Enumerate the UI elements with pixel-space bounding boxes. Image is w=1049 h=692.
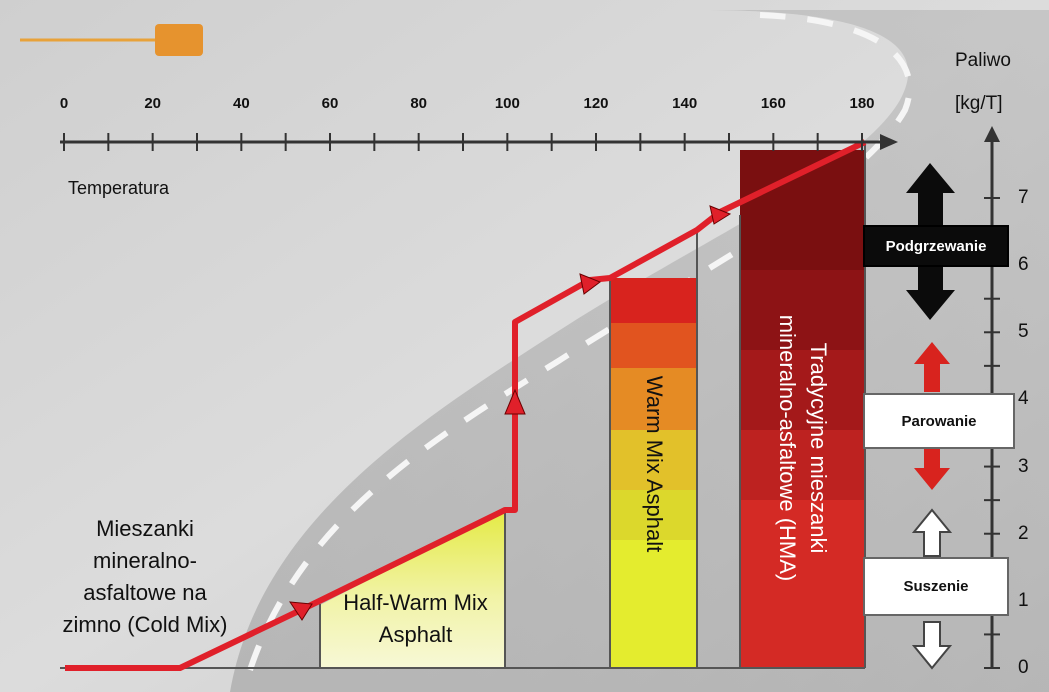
temperature-tick-label: 40: [232, 95, 250, 112]
hma-label: Tradycyjne mieszanki mineralno-asfaltowe…: [775, 314, 831, 582]
temperature-axis: [60, 133, 898, 151]
fuel-tick-label: 2: [1018, 522, 1029, 544]
fuel-tick-label: 3: [1018, 455, 1029, 477]
hma-column: [739, 145, 866, 668]
temperature-tick-label: 60: [321, 95, 339, 112]
temperature-tick-label: 100: [494, 95, 520, 112]
curve-arrow: [579, 273, 602, 295]
fuel-tick-label: 4: [1018, 388, 1029, 410]
temperature-tick-label: 0: [59, 95, 69, 112]
temperature-tick-label: 140: [672, 95, 698, 112]
curve-arrow: [289, 601, 313, 621]
fuel-tick-label: 6: [1018, 254, 1029, 276]
half-warm-zone: [320, 510, 505, 668]
curve-arrow: [504, 388, 526, 415]
energy-curve: [65, 139, 867, 671]
evaporation-label: Parowanie: [863, 393, 1015, 449]
heating-label: Podgrzewanie: [863, 225, 1009, 267]
fuel-tick-label: 1: [1018, 589, 1029, 611]
heating-arrow-icon: [906, 163, 955, 320]
warm-mix-column: [609, 230, 698, 668]
drying-label: Suszenie: [863, 557, 1009, 616]
temperature-tick-label: 180: [849, 95, 875, 112]
fuel-tick-label: 0: [1018, 657, 1029, 678]
temperature-tick-label: 20: [144, 95, 161, 112]
temperature-axis-label: Temperatura: [68, 178, 170, 198]
curve-arrow: [709, 205, 732, 225]
temperature-tick-label: 80: [410, 95, 427, 112]
cold-mix-label: Mieszanki mineralno- asfaltowe na zimno …: [62, 516, 228, 637]
fuel-tick-label: 5: [1018, 321, 1029, 343]
legend-swatch: [155, 24, 203, 56]
half-warm-label: Half-Warm Mix Asphalt: [343, 590, 488, 647]
fuel-axis-title: Paliwo: [955, 50, 1011, 71]
temperature-tick-label: 120: [583, 95, 609, 112]
evaporation-arrow-icon: [914, 342, 950, 490]
fuel-axis-unit: [kg/T]: [955, 93, 1003, 114]
temperature-tick-label: 160: [760, 95, 786, 112]
road-dashed-line: [247, 12, 913, 671]
warm-mix-label: Warm Mix Asphalt: [642, 375, 667, 553]
drying-arrow-icon: [911, 508, 953, 670]
fuel-tick-label: 7: [1018, 187, 1029, 208]
